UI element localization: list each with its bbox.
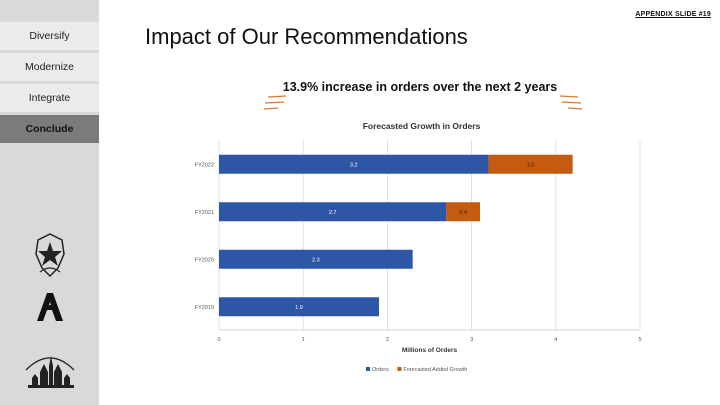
legend-swatch-forecasted xyxy=(397,367,402,371)
x-tick-label: 5 xyxy=(638,337,641,343)
y-tick-label: FY2019 xyxy=(195,305,214,311)
x-axis-label: Millions of Orders xyxy=(402,347,458,354)
x-tick-label: 1 xyxy=(302,337,305,343)
chart-title: Forecasted Growth in Orders xyxy=(363,121,481,131)
sidebar-item-label: Integrate xyxy=(28,92,71,104)
y-tick-label: FY2021 xyxy=(195,210,214,216)
sidebar-item-diversify[interactable]: Diversify xyxy=(0,22,99,50)
sidebar-item-label: Diversify xyxy=(29,30,70,42)
bar-data-label: 2.7 xyxy=(329,210,337,216)
legend-label-forecasted: Forecasted Added Growth xyxy=(403,367,467,373)
castle-logo xyxy=(0,352,99,388)
sidebar: Diversify Modernize Integrate Conclude xyxy=(0,0,99,405)
decorative-dash-left xyxy=(263,95,287,110)
x-tick-label: 3 xyxy=(470,337,473,343)
bar-data-label: 1.9 xyxy=(295,305,303,311)
orders-bar xyxy=(219,249,413,269)
forecasted-growth-bar xyxy=(488,154,573,174)
sidebar-item-integrate[interactable]: Integrate xyxy=(0,84,99,112)
orders-bar xyxy=(219,202,447,222)
orders-bar xyxy=(219,154,489,174)
headline-text: 13.9% increase in orders over the next 2… xyxy=(282,80,558,94)
sidebar-item-conclude[interactable]: Conclude xyxy=(0,115,99,143)
legend-swatch-orders xyxy=(366,367,370,371)
x-tick-label: 0 xyxy=(217,337,220,343)
bar-data-label: 1.0 xyxy=(527,162,535,168)
legend-label-orders: Orders xyxy=(372,367,389,373)
forecasted-growth-bar xyxy=(446,202,481,222)
y-tick-label: FY2020 xyxy=(195,257,214,263)
orders-bar xyxy=(219,297,379,317)
x-tick-label: 2 xyxy=(386,337,389,343)
bar-data-label: 3.2 xyxy=(350,162,358,168)
sidebar-item-label: Conclude xyxy=(25,123,74,135)
star-shield-logo xyxy=(0,232,99,278)
appendix-slide-link[interactable]: APPENDIX SLIDE #19 xyxy=(635,11,711,18)
bar-data-label: 2.3 xyxy=(312,257,320,263)
bar-data-label: 0.4 xyxy=(459,210,467,216)
sidebar-item-modernize[interactable]: Modernize xyxy=(0,53,99,81)
sidebar-item-label: Modernize xyxy=(24,61,75,73)
x-tick-label: 4 xyxy=(554,337,557,343)
y-tick-label: FY2022 xyxy=(195,162,214,168)
page-title: Impact of Our Recommendations xyxy=(145,24,468,49)
angular-a-logo xyxy=(0,293,99,321)
decorative-dash-right xyxy=(559,95,583,110)
